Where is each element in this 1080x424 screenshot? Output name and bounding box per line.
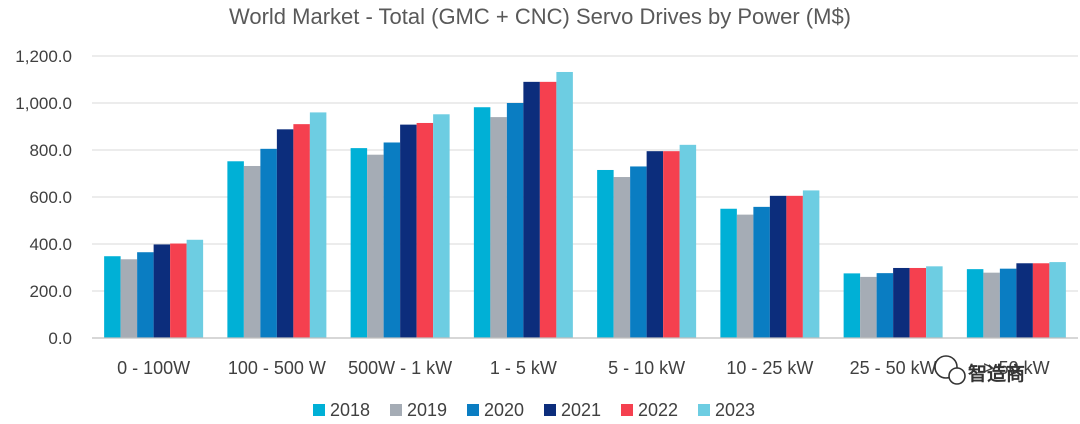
bar-2019	[120, 259, 138, 338]
bar-2018	[720, 208, 737, 338]
legend-swatch-2019	[390, 404, 402, 416]
bar-2021	[523, 81, 540, 338]
bar-2022	[293, 124, 310, 339]
x-category-label: 5 - 10 kW	[608, 358, 685, 378]
bar-2019	[367, 154, 384, 338]
watermark: 智造商	[934, 355, 1025, 385]
legend-swatch-2021	[544, 404, 556, 416]
bar-2021	[276, 129, 294, 338]
bar-2022	[539, 81, 557, 338]
bar-2022	[909, 267, 927, 338]
bar-2023	[433, 114, 450, 338]
bar-2023	[556, 71, 573, 338]
legend-label-2022: 2022	[638, 400, 678, 420]
bar-2018	[966, 269, 984, 338]
chart-title: World Market - Total (GMC + CNC) Servo D…	[229, 4, 851, 29]
legend-label-2023: 2023	[715, 400, 755, 420]
y-tick-label: 200.0	[29, 282, 72, 301]
bar-2018	[104, 256, 121, 338]
bar-2019	[613, 177, 631, 338]
legend-label-2019: 2019	[407, 400, 447, 420]
x-category-label: 100 - 500 W	[228, 358, 326, 378]
x-category-label: > 50 kW	[983, 358, 1050, 378]
bar-2020	[506, 103, 524, 338]
bar-2019	[243, 165, 261, 338]
bar-2019	[490, 117, 507, 338]
x-category-label: 500W - 1 kW	[348, 358, 452, 378]
bar-2020	[753, 206, 770, 338]
y-tick-label: 1,000.0	[15, 94, 72, 113]
wechat-icon-bubble	[948, 367, 966, 385]
bar-2018	[350, 148, 368, 338]
bar-2022	[786, 195, 803, 338]
legend-swatch-2023	[698, 404, 710, 416]
bar-2019	[736, 214, 754, 338]
y-tick-label: 400.0	[29, 235, 72, 254]
bar-2021	[769, 195, 787, 338]
bar-2018	[843, 273, 861, 338]
y-axis-ticks: 0.0 200.0 400.0 600.0 800.0 1,000.0 1,200.0	[15, 47, 72, 348]
y-tick-label: 800.0	[29, 141, 72, 160]
y-tick-label: 1,200.0	[15, 47, 72, 66]
bar-2020	[999, 268, 1017, 338]
bar-2020	[260, 148, 277, 338]
legend-label-2018: 2018	[330, 400, 370, 420]
legend-label-2020: 2020	[484, 400, 524, 420]
bar-2023	[926, 266, 943, 338]
bar-2023	[1049, 262, 1066, 338]
y-tick-label: 0.0	[48, 329, 72, 348]
bar-2021	[153, 244, 171, 338]
watermark-text: 智造商	[968, 362, 1025, 385]
bar-2021	[400, 124, 417, 339]
bar-2022	[170, 243, 187, 338]
bar-2020	[630, 166, 647, 338]
legend: 2018 2019 2020 2021 2022 2023	[313, 400, 755, 420]
bar-2021	[1016, 263, 1033, 338]
bar-2020	[383, 142, 401, 338]
legend-label-2021: 2021	[561, 400, 601, 420]
legend-swatch-2018	[313, 404, 325, 416]
bar-2020	[876, 273, 894, 338]
legend-swatch-2022	[621, 404, 633, 416]
bar-2019	[983, 272, 1000, 338]
x-axis-categories: 0 - 100W 100 - 500 W 500W - 1 kW 1 - 5 kW 5 …	[117, 358, 1050, 378]
bar-2023	[186, 239, 204, 338]
x-category-label: 0 - 100W	[117, 358, 190, 378]
legend-swatch-2020	[467, 404, 479, 416]
bar-2018	[227, 161, 244, 338]
bar-2022	[663, 151, 680, 338]
bar-2022	[416, 122, 434, 338]
y-tick-label: 600.0	[29, 188, 72, 207]
bar-2023	[802, 190, 820, 338]
bar-2021	[893, 267, 910, 338]
bar-2020	[137, 252, 154, 338]
bar-2021	[646, 151, 664, 338]
bar-2023	[309, 112, 327, 339]
bar-2019	[860, 276, 877, 338]
bar-2023	[679, 144, 697, 338]
x-category-label: 1 - 5 kW	[490, 358, 557, 378]
bar-2022	[1032, 263, 1050, 338]
bar-2018	[597, 169, 614, 338]
bar-2018	[473, 107, 491, 338]
x-category-label: 25 - 50 kW	[850, 358, 937, 378]
x-category-label: 10 - 25 kW	[726, 358, 813, 378]
bars	[104, 71, 1066, 339]
